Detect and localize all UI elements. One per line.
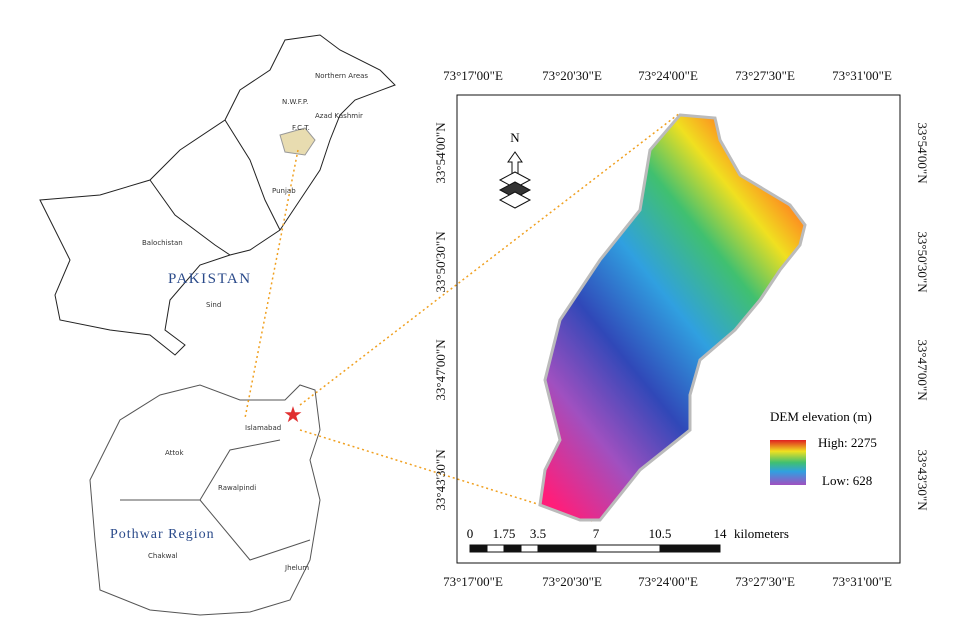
- right-coordinate: 33°43'30"N: [915, 449, 930, 511]
- legend-low: Low: 628: [822, 473, 872, 488]
- top-coordinate: 73°20'30"E: [542, 68, 602, 83]
- fct-area: [279, 127, 316, 156]
- district-label: Rawalpindi: [218, 484, 256, 492]
- province-label: Sind: [206, 301, 221, 309]
- watershed: [538, 113, 807, 522]
- scale-label: 10.5: [649, 526, 672, 541]
- leader-line: [244, 149, 299, 419]
- bottom-coordinate: 73°27'30"E: [735, 574, 795, 589]
- province-label: Punjab: [272, 187, 296, 195]
- leader-line: [299, 429, 593, 522]
- scale-segment: [469, 544, 488, 553]
- bottom-coordinate: 73°20'30"E: [542, 574, 602, 589]
- province-border: [224, 119, 281, 231]
- province-label: Northern Areas: [315, 72, 368, 80]
- scale-segment: [520, 544, 539, 553]
- country-label: PAKISTAN: [168, 271, 252, 287]
- province-label: Azad Kashmir: [315, 112, 363, 120]
- scale-segment: [595, 544, 661, 553]
- legend-high: High: 2275: [818, 435, 877, 450]
- top-coordinate: 73°17'00"E: [443, 68, 503, 83]
- district-label: Jhelum: [284, 564, 309, 572]
- scale-segment: [503, 544, 522, 553]
- bottom-coordinate: 73°17'00"E: [443, 574, 503, 589]
- scale-label: 1.75: [493, 526, 516, 541]
- province-border: [149, 179, 231, 256]
- star: ★: [283, 402, 303, 427]
- left-coordinate: 33°47'00"N: [433, 339, 448, 401]
- left-coordinate: 33°50'30"N: [433, 231, 448, 293]
- scale-label: 14: [714, 526, 728, 541]
- district-border: [120, 439, 281, 501]
- top-coordinate: 73°27'30"E: [735, 68, 795, 83]
- district-label: Attok: [165, 449, 184, 457]
- bottom-coordinate: 73°24'00"E: [638, 574, 698, 589]
- left-coordinate: 33°54'00"N: [433, 122, 448, 184]
- legend-colorbar: [770, 440, 806, 485]
- province-label: Balochistan: [142, 239, 183, 247]
- scale-segment: [659, 544, 721, 553]
- scale-bar: 0 1.75 3.5 7 10.5 14 kilometers: [467, 526, 789, 553]
- pakistan-outline: [39, 34, 396, 356]
- district-label: Islamabad: [245, 424, 281, 432]
- top-coordinate: 73°31'00"E: [832, 68, 892, 83]
- province-label: F.C.T.: [292, 124, 310, 132]
- scale-segment: [486, 544, 505, 553]
- scale-label: 0: [467, 526, 474, 541]
- province-label: N.W.F.P.: [282, 98, 308, 106]
- region-title: Pothwar Region: [110, 527, 215, 542]
- right-coordinate: 33°47'00"N: [915, 339, 930, 401]
- district-border: [199, 499, 311, 561]
- north-label: N: [510, 130, 520, 145]
- right-coordinate: 33°54'00"N: [915, 122, 930, 184]
- scale-segment: [537, 544, 597, 553]
- right-coordinate: 33°50'30"N: [915, 231, 930, 293]
- top-coordinate: 73°24'00"E: [638, 68, 698, 83]
- scale-label: 3.5: [530, 526, 546, 541]
- scale-unit: kilometers: [734, 526, 789, 541]
- left-coordinate: 33°43'30"N: [433, 449, 448, 511]
- scale-label: 7: [593, 526, 600, 541]
- legend-title: DEM elevation (m): [770, 409, 872, 424]
- north-arrow: [498, 151, 532, 209]
- pothwar-outline: [89, 384, 321, 616]
- bottom-coordinate: 73°31'00"E: [832, 574, 892, 589]
- map-frame: [456, 94, 901, 564]
- district-label: Chakwal: [148, 552, 178, 560]
